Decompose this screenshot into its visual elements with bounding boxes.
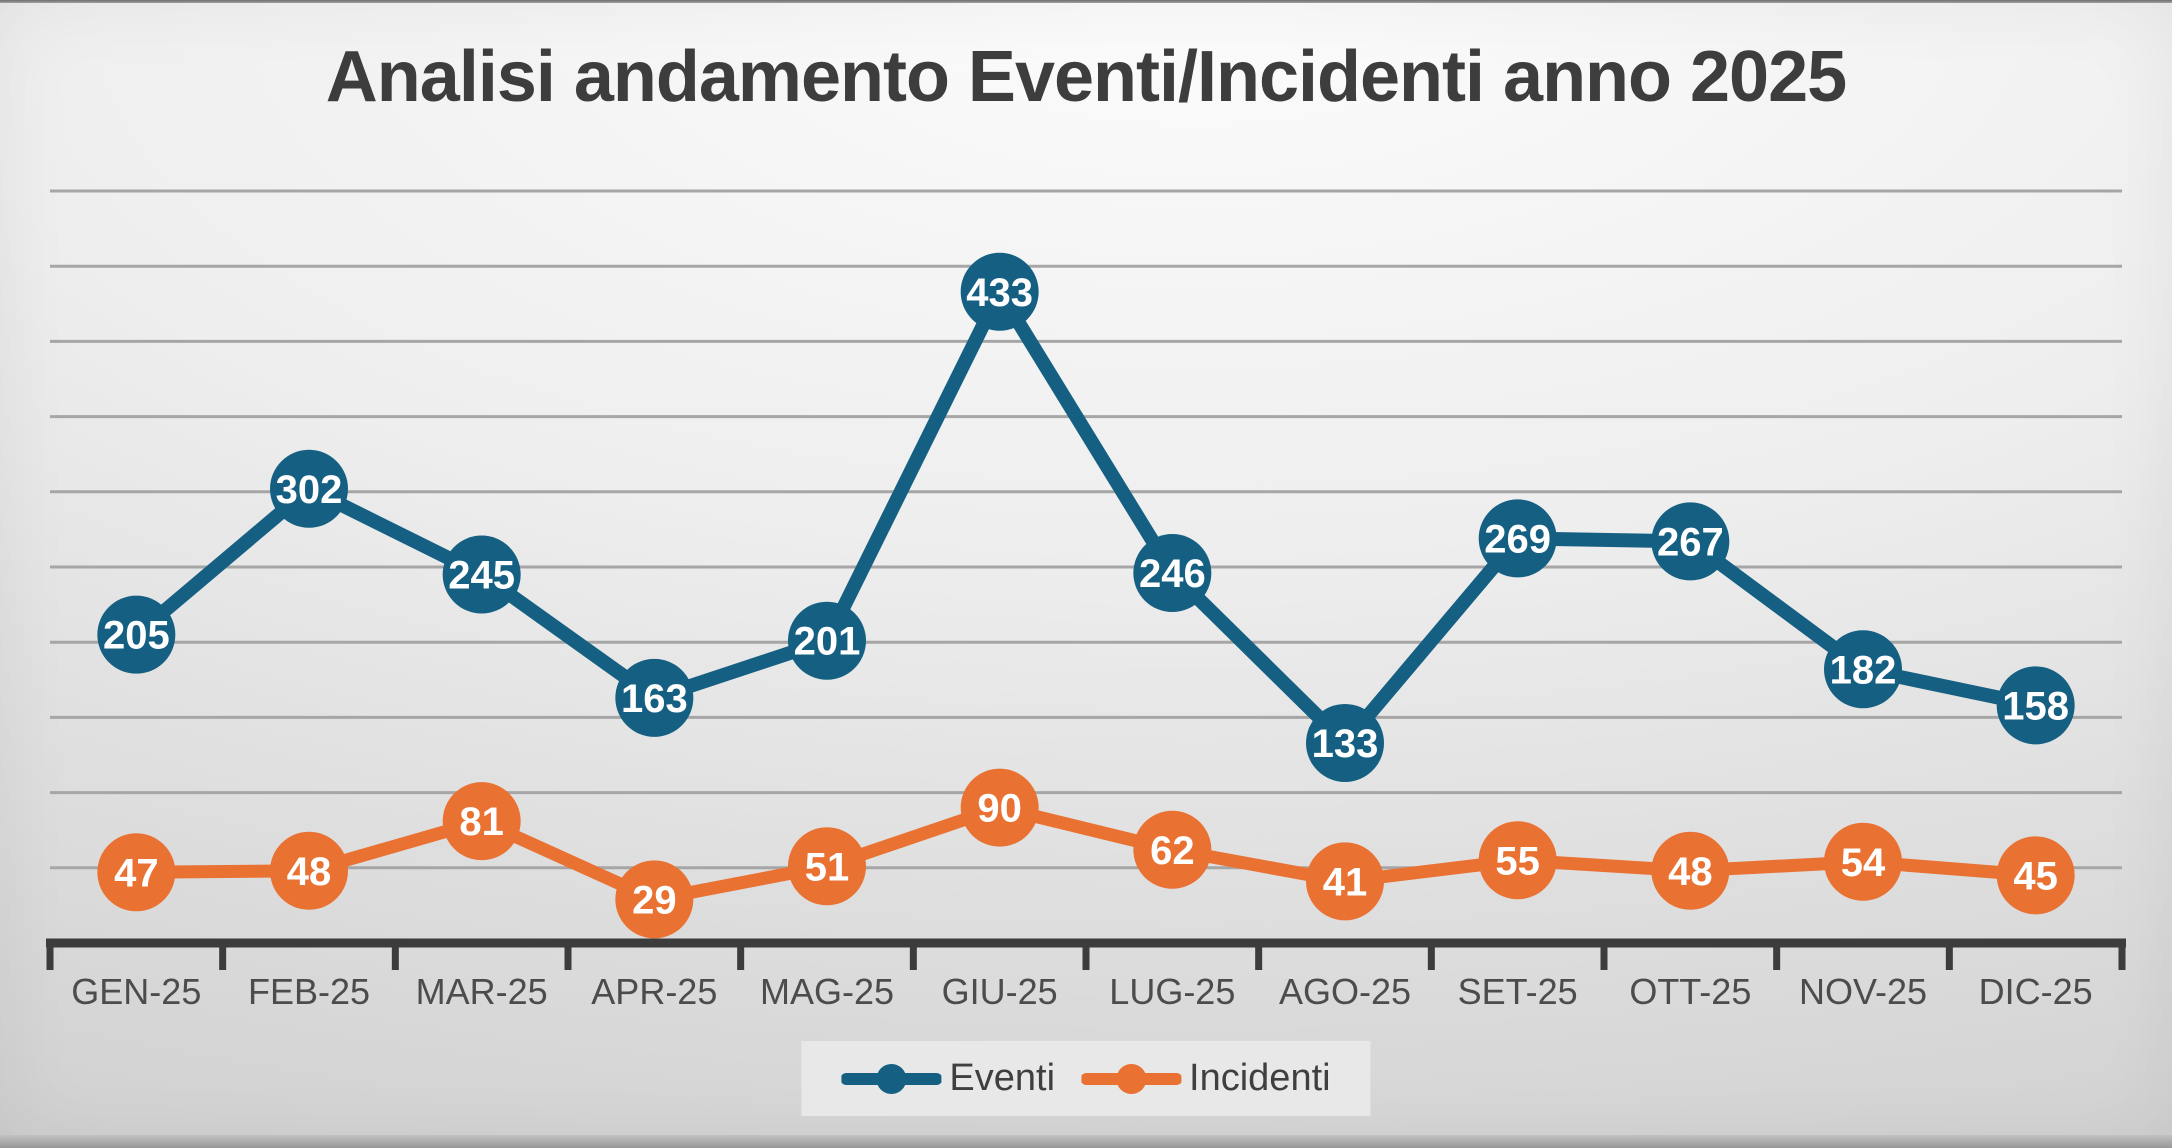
chart-title: Analisi andamento Eventi/Incidenti anno … <box>325 37 1847 117</box>
x-axis-label: AGO-25 <box>1279 971 1411 1012</box>
data-point-marker-eventi[interactable] <box>1996 666 2075 745</box>
data-label-eventi: 302 <box>276 468 343 512</box>
data-label-incidenti: 55 <box>1495 839 1540 883</box>
data-label-eventi: 269 <box>1484 517 1551 561</box>
x-axis-label: GEN-25 <box>71 971 201 1012</box>
data-point-marker-incidenti[interactable] <box>1478 821 1557 900</box>
x-axis-label: LUG-25 <box>1109 971 1235 1012</box>
data-point-marker-eventi[interactable] <box>1824 630 1902 709</box>
x-axis-label: APR-25 <box>591 971 717 1012</box>
data-label-eventi: 205 <box>103 614 170 658</box>
data-label-incidenti: 51 <box>805 845 850 889</box>
window-top-edge <box>0 0 2172 3</box>
data-point-marker-incidenti[interactable] <box>442 782 521 861</box>
data-label-incidenti: 81 <box>459 800 504 844</box>
data-point-marker-eventi[interactable] <box>960 252 1039 331</box>
series-incidenti: 47 48 81 29 51 90 62 41 55 48 54 45 <box>97 768 2075 939</box>
data-point-marker-eventi[interactable] <box>1651 502 1730 581</box>
legend-item-eventi[interactable]: Eventi <box>841 1057 1055 1100</box>
x-axis-label: SET-25 <box>1458 971 1578 1012</box>
data-label-incidenti: 41 <box>1323 860 1368 904</box>
x-axis-label: NOV-25 <box>1799 971 1927 1012</box>
data-label-eventi: 182 <box>1830 648 1897 692</box>
data-point-marker-incidenti[interactable] <box>1133 810 1212 889</box>
x-axis-label: GIU-25 <box>942 971 1058 1012</box>
data-label-eventi: 158 <box>2002 684 2069 728</box>
legend-label-eventi: Eventi <box>949 1057 1056 1099</box>
x-axis-label: OTT-25 <box>1629 971 1751 1012</box>
data-label-incidenti: 54 <box>1841 841 1886 885</box>
x-axis-label: MAG-25 <box>760 971 894 1012</box>
data-label-eventi: 245 <box>448 554 515 598</box>
data-label-incidenti: 90 <box>977 787 1022 831</box>
data-label-incidenti: 48 <box>1668 850 1713 894</box>
series-eventi: 205 302 245 163 201 433 246 133 269 267 182 158 <box>97 252 2075 782</box>
legend-item-incidenti[interactable]: Incidenti <box>1081 1057 1331 1100</box>
window-bottom-edge <box>0 1135 2172 1148</box>
data-label-incidenti: 62 <box>1150 829 1195 873</box>
data-point-marker-eventi[interactable] <box>97 595 176 674</box>
data-point-marker-incidenti[interactable] <box>1651 831 1730 910</box>
data-point-marker-incidenti[interactable] <box>1306 842 1384 921</box>
data-label-eventi: 267 <box>1657 520 1724 564</box>
x-axis-label: FEB-25 <box>248 971 370 1012</box>
data-label-eventi: 133 <box>1312 722 1379 766</box>
series-line-incidenti[interactable] <box>129 801 2043 906</box>
data-point-marker-incidenti[interactable] <box>960 768 1039 847</box>
x-axis-label: DIC-25 <box>1979 971 2093 1012</box>
data-label-incidenti: 47 <box>114 851 159 895</box>
chart-legend: Eventi Incidenti <box>801 1041 1371 1116</box>
data-point-marker-incidenti[interactable] <box>1824 822 1902 901</box>
data-point-marker-incidenti[interactable] <box>270 831 348 910</box>
data-point-marker-incidenti[interactable] <box>788 827 866 906</box>
data-label-eventi: 201 <box>794 620 861 664</box>
data-point-marker-eventi[interactable] <box>788 601 866 680</box>
data-point-marker-eventi[interactable] <box>1478 499 1557 578</box>
data-label-incidenti: 45 <box>2013 854 2058 898</box>
eventi-line-marker-icon <box>841 1063 942 1094</box>
series-line-eventi[interactable] <box>129 284 2043 750</box>
data-point-marker-incidenti[interactable] <box>97 833 176 912</box>
incidenti-line-marker-icon <box>1081 1063 1182 1094</box>
data-label-incidenti: 29 <box>632 878 677 922</box>
data-point-marker-eventi[interactable] <box>270 449 348 528</box>
legend-label-incidenti: Incidenti <box>1189 1057 1331 1099</box>
data-label-eventi: 246 <box>1139 552 1206 596</box>
data-point-marker-eventi[interactable] <box>1133 534 1212 613</box>
data-point-marker-incidenti[interactable] <box>1996 836 2075 915</box>
x-axis-label: MAR-25 <box>416 971 548 1012</box>
data-point-marker-eventi[interactable] <box>615 658 694 737</box>
data-label-eventi: 163 <box>621 677 688 721</box>
data-point-marker-eventi[interactable] <box>1306 703 1384 782</box>
data-point-marker-eventi[interactable] <box>442 535 521 614</box>
data-label-eventi: 433 <box>966 271 1033 315</box>
data-point-marker-incidenti[interactable] <box>615 860 694 939</box>
data-label-incidenti: 48 <box>287 850 332 894</box>
